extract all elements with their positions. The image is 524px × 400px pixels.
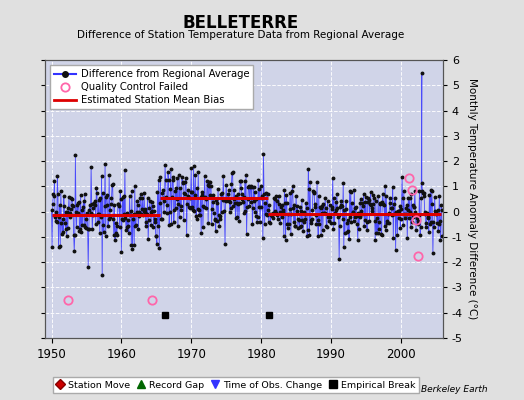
Legend: Station Move, Record Gap, Time of Obs. Change, Empirical Break: Station Move, Record Gap, Time of Obs. C… (52, 377, 419, 393)
Text: Berkeley Earth: Berkeley Earth (421, 385, 487, 394)
Text: BELLETERRE: BELLETERRE (183, 14, 299, 32)
Text: Difference of Station Temperature Data from Regional Average: Difference of Station Temperature Data f… (78, 30, 405, 40)
Legend: Difference from Regional Average, Quality Control Failed, Estimated Station Mean: Difference from Regional Average, Qualit… (50, 65, 253, 109)
Y-axis label: Monthly Temperature Anomaly Difference (°C): Monthly Temperature Anomaly Difference (… (467, 78, 477, 320)
